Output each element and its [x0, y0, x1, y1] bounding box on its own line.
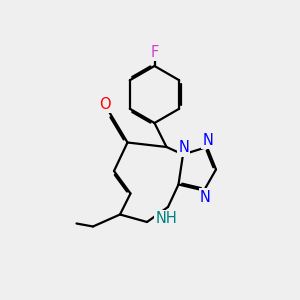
Text: O: O — [99, 97, 111, 112]
Text: F: F — [150, 45, 159, 60]
Text: N: N — [200, 190, 211, 205]
Text: NH: NH — [156, 211, 177, 226]
Text: N: N — [178, 140, 189, 155]
Text: N: N — [202, 133, 213, 148]
